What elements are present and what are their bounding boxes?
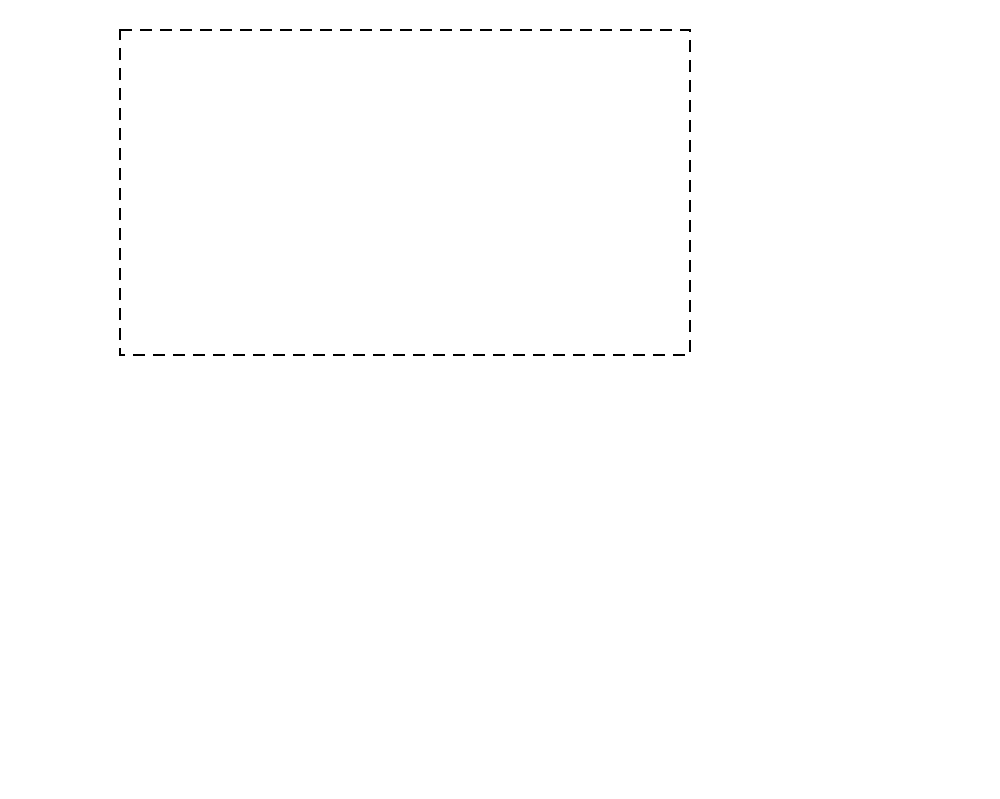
residual-unit-detail-box xyxy=(120,30,690,355)
diagram-canvas xyxy=(0,0,1000,799)
